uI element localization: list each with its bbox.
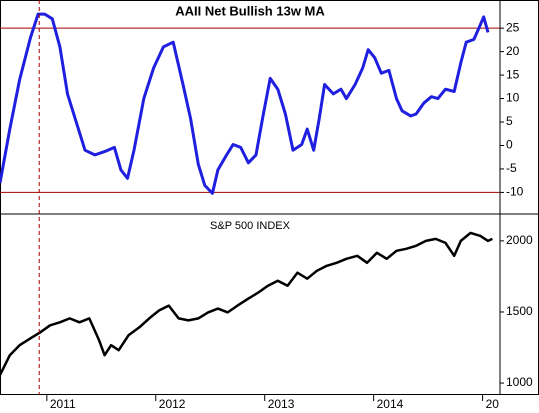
y-tick-label: 25 xyxy=(506,20,520,34)
data-line xyxy=(0,231,493,376)
x-tick-label: 20 xyxy=(486,397,500,411)
y-tick-label: 0 xyxy=(506,138,513,152)
x-tick-label: 2014 xyxy=(377,397,404,411)
y-tick-label: 10 xyxy=(506,91,520,105)
y-tick-label: 2000 xyxy=(506,233,533,247)
x-tick-label: 2013 xyxy=(268,397,295,411)
panel-title: AAII Net Bullish 13w MA xyxy=(175,3,325,18)
y-tick-label: 1500 xyxy=(506,304,533,318)
frame xyxy=(0,0,539,395)
y-tick-label: 1000 xyxy=(506,375,533,389)
y-tick-label: 15 xyxy=(506,67,520,81)
x-tick-label: 2012 xyxy=(159,397,186,411)
x-tick-label: 2011 xyxy=(50,397,76,411)
y-tick-label: -5 xyxy=(506,161,517,175)
panel-title: S&P 500 INDEX xyxy=(210,220,291,232)
data-line xyxy=(0,12,490,195)
y-tick-label: -10 xyxy=(506,185,524,199)
y-tick-label: 20 xyxy=(506,44,520,58)
y-tick-label: 5 xyxy=(506,114,513,128)
